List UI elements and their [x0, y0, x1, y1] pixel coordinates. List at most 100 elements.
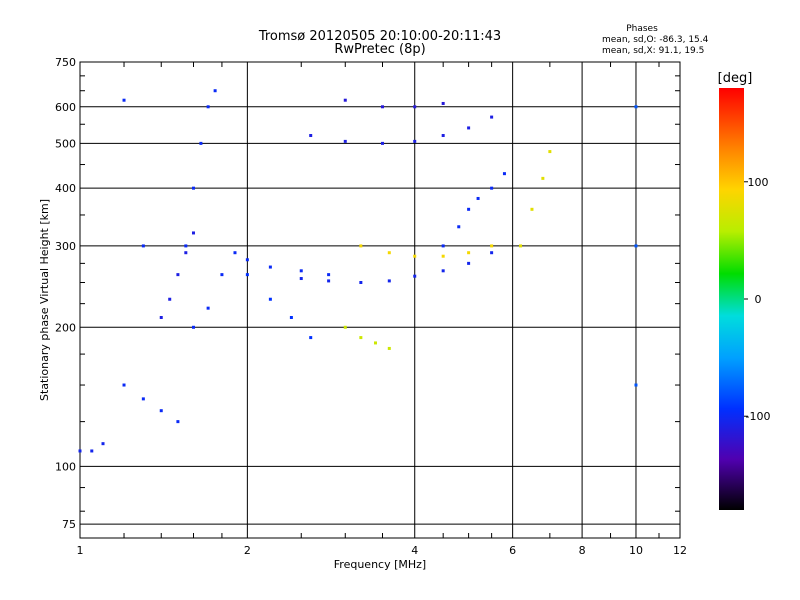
data-point — [413, 105, 417, 109]
data-point — [184, 244, 188, 248]
data-point — [380, 141, 384, 145]
data-point — [343, 325, 347, 329]
plot-area — [79, 61, 681, 539]
data-point — [467, 261, 471, 265]
data-point — [289, 315, 293, 319]
data-point — [122, 383, 126, 387]
trace-10 — [343, 98, 445, 109]
y-tick-label: 600 — [55, 101, 76, 114]
data-point — [184, 251, 188, 255]
data-point — [176, 420, 180, 424]
x-tick-label: 6 — [509, 544, 516, 557]
data-point — [90, 449, 94, 453]
data-point — [467, 207, 471, 211]
data-point — [441, 269, 445, 273]
data-point — [206, 306, 210, 310]
trace-11 — [519, 150, 552, 248]
trace-3 — [159, 231, 195, 319]
trace-2 — [184, 89, 217, 248]
data-point — [245, 258, 249, 262]
data-point — [101, 442, 105, 446]
data-point — [233, 251, 237, 255]
data-point — [387, 279, 391, 283]
data-point — [359, 244, 363, 248]
y-tick-label: 100 — [55, 460, 76, 473]
y-axis-ticks: 75 100 200 300 400 500 600 750 — [55, 56, 680, 531]
colorbar-ticks: 100 0 -100 — [744, 176, 770, 423]
data-point — [159, 315, 163, 319]
data-point — [343, 139, 347, 143]
data-point — [530, 207, 534, 211]
data-point — [268, 265, 272, 269]
trace-7 — [441, 172, 506, 248]
data-point — [387, 251, 391, 255]
data-point — [519, 244, 523, 248]
y-tick-label: 300 — [55, 240, 76, 253]
trace-8 — [359, 244, 494, 258]
trace-1 — [122, 273, 224, 424]
data-point — [359, 281, 363, 285]
colorbar-label: [deg] — [718, 71, 753, 86]
trace-4 — [233, 251, 331, 277]
y-axis-label: Stationary phase Virtual Height [km] — [38, 199, 51, 401]
trace-6 — [299, 251, 494, 285]
data-point — [220, 273, 224, 277]
x-tick-label: 8 — [579, 544, 586, 557]
y-tick-label: 500 — [55, 137, 76, 150]
legend-title: Phases — [626, 24, 658, 34]
data-point — [548, 150, 552, 154]
data-point — [245, 273, 249, 277]
data-point — [490, 244, 494, 248]
data-point — [343, 98, 347, 102]
data-point — [441, 244, 445, 248]
data-point — [457, 225, 461, 229]
y-tick-label: 75 — [62, 518, 76, 531]
data-point — [634, 383, 638, 387]
data-point — [141, 397, 145, 401]
trace-9 — [309, 115, 494, 145]
x-tick-label: 4 — [411, 544, 418, 557]
legend-line-x: mean, sd,X: 91.1, 19.5 — [602, 46, 704, 56]
trace-12 — [343, 325, 391, 350]
x-axis-label: Frequency [MHz] — [334, 558, 426, 571]
data-point — [213, 89, 217, 93]
colorbar-tick-label: 100 — [748, 176, 769, 189]
data-point — [467, 251, 471, 255]
data-point — [191, 231, 195, 235]
data-points — [78, 89, 638, 453]
data-point — [380, 105, 384, 109]
x-tick-label: 12 — [673, 544, 687, 557]
data-point — [502, 172, 506, 176]
data-point — [191, 186, 195, 190]
trace-13 — [122, 98, 145, 248]
y-tick-label: 400 — [55, 182, 76, 195]
data-point — [327, 273, 331, 277]
data-point — [490, 115, 494, 119]
data-point — [176, 273, 180, 277]
data-point — [159, 409, 163, 413]
colorbar-tick-label: -100 — [746, 410, 771, 423]
data-point — [490, 251, 494, 255]
data-point — [541, 176, 545, 180]
x-tick-label: 10 — [629, 544, 643, 557]
data-point — [168, 297, 172, 301]
data-point — [359, 336, 363, 340]
colorbar-tick-label: 0 — [755, 293, 762, 306]
data-point — [634, 244, 638, 248]
data-point — [141, 244, 145, 248]
data-point — [441, 101, 445, 105]
y-tick-label: 750 — [55, 56, 76, 69]
data-point — [413, 254, 417, 258]
data-point — [122, 98, 126, 102]
data-point — [206, 105, 210, 109]
x-tick-label: 2 — [244, 544, 251, 557]
trace-0 — [78, 442, 105, 453]
gridlines — [80, 62, 680, 538]
data-point — [490, 186, 494, 190]
data-point — [299, 269, 303, 273]
data-point — [476, 196, 480, 200]
data-point — [309, 336, 313, 340]
data-point — [327, 279, 331, 283]
data-point — [467, 126, 471, 130]
